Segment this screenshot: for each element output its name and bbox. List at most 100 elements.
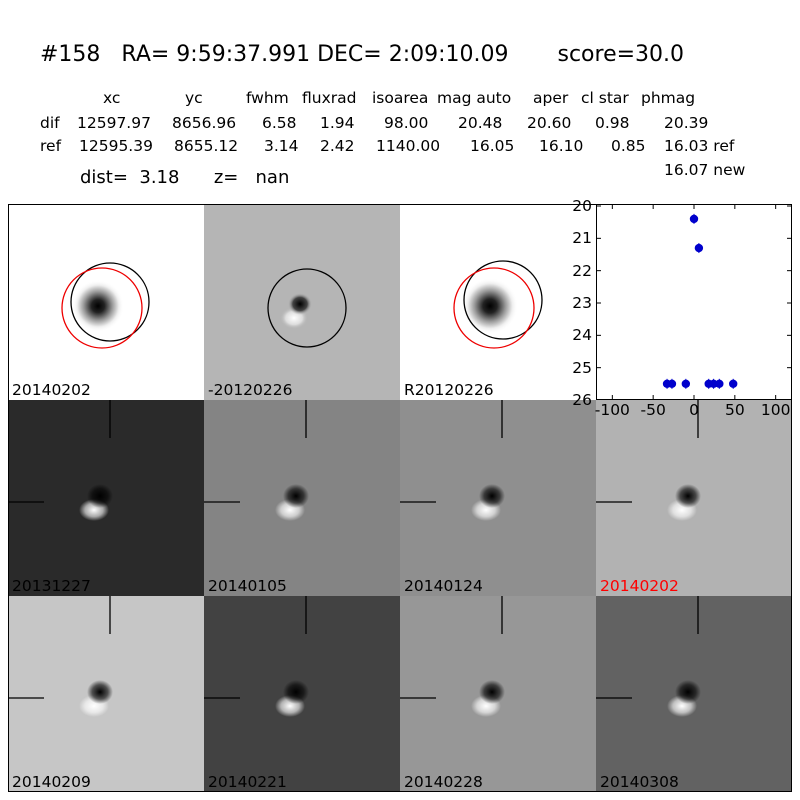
col-header-fwhm: fwhm <box>246 89 289 107</box>
data-point <box>729 379 738 389</box>
col-header-isoarea: isoarea <box>372 89 429 107</box>
redshift-value: z= nan <box>213 167 290 188</box>
stamp-epoch-label: 20131227 <box>12 577 91 595</box>
col-header-yc: yc <box>185 89 203 107</box>
dif-phmag: 20.39 <box>664 114 709 132</box>
candidate-title: #158 RA= 9:59:37.991 DEC= 2:09:10.09 sco… <box>40 41 684 69</box>
y-tick-label: 20 <box>572 197 592 215</box>
ra-value: RA= 9:59:37.991 <box>121 42 311 67</box>
ref-phmag: 16.03 ref <box>664 137 735 155</box>
dif-cl-star: 0.98 <box>595 114 630 132</box>
plot-frame <box>596 204 792 400</box>
ref-fwhm: 3.14 <box>264 137 299 155</box>
y-tick-label: 23 <box>572 294 592 312</box>
ref-aper: 16.10 <box>539 137 584 155</box>
candidate-id: #158 <box>40 42 101 67</box>
stamp-ref-image <box>453 260 543 349</box>
stamp-epoch-label: 20140105 <box>208 577 287 595</box>
source-blob <box>72 280 124 332</box>
dif-fluxrad: 1.94 <box>320 114 355 132</box>
y-tick-label: 25 <box>572 358 592 377</box>
aperture-circle-black <box>70 262 150 342</box>
x-tick-label: 0 <box>689 401 699 419</box>
col-header-mag-auto: mag auto <box>437 89 512 107</box>
stamp-epoch-label: 20140209 <box>12 773 91 791</box>
dif-xc: 12597.97 <box>77 114 151 132</box>
residual-dark <box>479 484 505 508</box>
stamp-new-label: 20140202 <box>12 381 91 399</box>
row-label-ref: ref <box>40 137 62 155</box>
stamp-epoch-label: 20140228 <box>404 773 483 791</box>
stamp-epoch: 20131227 <box>8 400 204 596</box>
dif-isoarea: 98.00 <box>384 114 429 132</box>
stamp-epoch-image <box>596 400 701 521</box>
dif-yc: 8656.96 <box>172 114 237 132</box>
data-point <box>681 379 691 389</box>
x-tick-label: -50 <box>640 401 666 419</box>
stamp-diff-image <box>267 268 347 348</box>
y-tick-label: 22 <box>572 261 592 280</box>
ref-cl-star: 0.85 <box>611 137 646 155</box>
dec-value: DEC= 2:09:10.09 <box>317 42 509 67</box>
col-header-xc: xc <box>103 89 121 107</box>
residual-dark <box>283 680 309 704</box>
dif-mag-auto: 20.48 <box>458 114 503 132</box>
stamp-epoch-image <box>596 596 701 717</box>
x-tick-label: -100 <box>594 401 630 419</box>
aperture-circle-black <box>267 268 347 348</box>
ref-xc: 12595.39 <box>79 137 153 155</box>
residual-dark <box>87 680 113 704</box>
stamp-epoch-label: 20140202 <box>600 577 679 595</box>
dist-value: dist= 3.18 <box>80 167 180 188</box>
stamp-diff: -20120226 <box>204 204 400 400</box>
score-value: score=30.0 <box>557 42 685 67</box>
data-point <box>667 379 677 389</box>
source-blob <box>462 278 518 334</box>
x-tick-label: 100 <box>760 401 791 419</box>
stamp-epoch: 20140202 <box>596 400 792 596</box>
stamp-epoch-image <box>204 400 309 521</box>
stamp-new-image <box>61 262 150 349</box>
stamp-epoch: 20140209 <box>8 596 204 792</box>
data-point <box>694 243 704 253</box>
new-phmag: 16.07 new <box>664 161 746 179</box>
col-header-phmag: phmag <box>641 89 696 107</box>
stamp-epoch-image <box>204 596 309 717</box>
data-point <box>689 214 699 224</box>
stamp-diff-label: -20120226 <box>208 381 293 399</box>
stamp-ref: R20120226 <box>400 204 596 400</box>
stamp-epoch-image <box>400 400 505 521</box>
y-tick-label: 24 <box>572 326 592 345</box>
stamp-new: 20140202 <box>8 204 204 400</box>
residual-dark <box>87 484 113 508</box>
ref-mag-auto: 16.05 <box>470 137 515 155</box>
residual-dark <box>479 680 505 704</box>
aperture-circle-red <box>453 267 535 349</box>
dif-aper: 20.60 <box>527 114 572 132</box>
residual-dark <box>283 484 309 508</box>
stamp-epoch-label: 20140124 <box>404 577 483 595</box>
residual-dark <box>675 484 701 508</box>
stamp-ref-label: R20120226 <box>404 381 494 399</box>
light-curve-panel <box>596 204 792 400</box>
col-header-fluxrad: fluxrad <box>302 89 357 107</box>
row-label-dif: dif <box>40 114 60 132</box>
y-tick-label: 26 <box>572 391 592 409</box>
stamp-epoch-image <box>8 400 113 521</box>
dist-line: dist= 3.18 z= nan <box>80 166 289 190</box>
stamp-epoch: 20140308 <box>596 596 792 792</box>
stamp-epoch-image <box>8 596 113 717</box>
col-header-aper: aper <box>533 89 569 107</box>
col-header-cl-star: cl star <box>581 89 629 107</box>
ref-fluxrad: 2.42 <box>320 137 355 155</box>
data-point <box>715 379 724 389</box>
dif-fwhm: 6.58 <box>262 114 297 132</box>
light-curve-chart <box>596 204 792 400</box>
aperture-circle-red <box>61 267 143 349</box>
residual-dark <box>288 293 312 315</box>
stamp-epoch-label: 20140308 <box>600 773 679 791</box>
ref-yc: 8655.12 <box>174 137 239 155</box>
stamp-epoch: 20140124 <box>400 400 596 596</box>
stamp-epoch-image <box>400 596 505 717</box>
x-tick-label: 50 <box>724 401 745 419</box>
